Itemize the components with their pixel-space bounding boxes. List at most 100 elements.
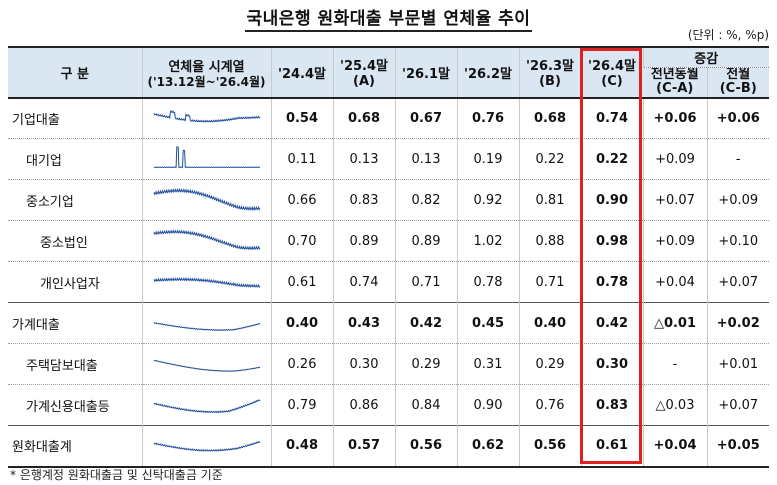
cell-v5: 0.56	[518, 425, 581, 468]
cell-v6: 0.83	[580, 384, 643, 426]
cell-v4: 0.78	[456, 261, 519, 303]
cell-v4: 1.02	[456, 220, 519, 262]
cell-v3: 0.29	[394, 343, 457, 385]
cell-v5: 0.71	[518, 261, 581, 303]
cell-v1: 0.54	[270, 97, 333, 139]
sparkline-path	[153, 440, 260, 452]
cell-v2: 0.30	[332, 343, 395, 385]
footnote: * 은행계정 원화대출금 및 신탁대출금 기준	[10, 468, 223, 482]
sparkline-mortgage	[153, 359, 260, 372]
sparkline-path	[153, 110, 260, 123]
sparkline-cell	[141, 220, 271, 262]
cell-v2: 0.13	[332, 138, 395, 180]
cell-d1: △0.03	[642, 384, 707, 426]
cell-d1: △0.01	[642, 302, 707, 344]
sparkline-cell	[141, 302, 271, 344]
cell-d2: +0.07	[706, 384, 770, 426]
cell-v5: 0.22	[518, 138, 581, 180]
cell-v3: 0.84	[394, 384, 457, 426]
header-col4: '26.2말	[456, 46, 519, 99]
cell-v5: 0.68	[518, 97, 581, 139]
cell-v1: 0.26	[270, 343, 333, 385]
header-col3: '26.1말	[394, 46, 457, 99]
cell-d2: +0.09	[706, 179, 770, 221]
sparkline-cell	[141, 343, 271, 385]
sparkline-cell	[141, 97, 271, 139]
row-label: 대기업	[8, 138, 142, 180]
table-row: 개인사업자 0.61 0.74 0.71 0.78 0.71 0.78 +0.0…	[8, 261, 770, 303]
sparkline-large-corp	[153, 146, 260, 169]
cell-v2: 0.86	[332, 384, 395, 426]
sparkline-sme	[153, 187, 260, 211]
cell-v3: 0.56	[394, 425, 457, 468]
cell-v4: 0.45	[456, 302, 519, 344]
cell-d2: +0.06	[706, 97, 770, 139]
header-change-group: 증감	[642, 46, 770, 68]
row-label: 중소법인	[8, 220, 142, 262]
sparkline-cell	[141, 261, 271, 303]
cell-v6: 0.42	[580, 302, 643, 344]
cell-d1: -	[642, 343, 707, 385]
header-series: 연체율 시계열 ('13.12월~'26.4월)	[141, 46, 271, 99]
cell-v6: 0.61	[580, 425, 643, 468]
cell-v1: 0.66	[270, 179, 333, 221]
header-col6: '26.4말 (C)	[580, 46, 643, 99]
cell-v3: 0.82	[394, 179, 457, 221]
sparkline-cell	[141, 384, 271, 426]
cell-d1: +0.09	[642, 220, 707, 262]
delinquency-table: 구 분 연체율 시계열 ('13.12월~'26.4월) '24.4말 '25.…	[8, 46, 770, 468]
cell-v5: 0.40	[518, 302, 581, 344]
sparkline-sme-corp	[153, 229, 260, 251]
table-row: 기업대출 0.54 0.68 0.67 0.76 0.68 0.74 +0.06…	[8, 97, 770, 139]
sparkline-household	[153, 322, 260, 331]
cell-v6: 0.22	[580, 138, 643, 180]
cell-v1: 0.48	[270, 425, 333, 468]
cell-d2: +0.02	[706, 302, 770, 344]
cell-d1: +0.04	[642, 261, 707, 303]
cell-v6: 0.30	[580, 343, 643, 385]
table-row: 중소법인 0.70 0.89 0.89 1.02 0.88 0.98 +0.09…	[8, 220, 770, 262]
cell-v3: 0.71	[394, 261, 457, 303]
cell-v1: 0.79	[270, 384, 333, 426]
row-label: 중소기업	[8, 179, 142, 221]
cell-v4: 0.92	[456, 179, 519, 221]
sparkline-cell	[141, 179, 271, 221]
cell-v1: 0.70	[270, 220, 333, 262]
sparkline-cell	[141, 138, 271, 180]
sparkline-path	[153, 229, 260, 251]
sparkline-path	[153, 277, 260, 288]
cell-v3: 0.13	[394, 138, 457, 180]
cell-v6: 0.78	[580, 261, 643, 303]
table-row: 중소기업 0.66 0.83 0.82 0.92 0.81 0.90 +0.07…	[8, 179, 770, 221]
cell-v3: 0.67	[394, 97, 457, 139]
cell-d1: +0.04	[642, 425, 707, 468]
cell-d2: +0.01	[706, 343, 770, 385]
cell-v5: 0.76	[518, 384, 581, 426]
header-col5: '26.3말 (B)	[518, 46, 581, 99]
cell-v2: 0.57	[332, 425, 395, 468]
sparkline-path	[153, 146, 260, 169]
cell-d1: +0.06	[642, 97, 707, 139]
cell-v2: 0.83	[332, 179, 395, 221]
row-label: 기업대출	[8, 97, 142, 139]
header-col1: '24.4말	[270, 46, 333, 99]
row-label: 가계대출	[8, 302, 142, 344]
cell-v5: 0.29	[518, 343, 581, 385]
cell-d2: -	[706, 138, 770, 180]
header-category: 구 분	[8, 46, 142, 99]
cell-v3: 0.42	[394, 302, 457, 344]
table-row: 가계대출 0.40 0.43 0.42 0.45 0.40 0.42 △0.01…	[8, 302, 770, 344]
cell-v6: 0.98	[580, 220, 643, 262]
unit-label: (단위 : %, %p)	[687, 28, 769, 42]
sparkline-path	[153, 399, 260, 414]
sparkline-corporate	[153, 110, 260, 123]
cell-v6: 0.74	[580, 97, 643, 139]
cell-v4: 0.76	[456, 97, 519, 139]
header-change-mom: 전월 (C-B)	[706, 67, 770, 99]
sparkline-path	[153, 322, 260, 331]
sparkline-sole-proprietor	[153, 277, 260, 288]
row-label: 원화대출계	[8, 425, 142, 468]
table-row: 가계신용대출등 0.79 0.86 0.84 0.90 0.76 0.83 △0…	[8, 384, 770, 426]
sparkline-path	[153, 359, 260, 372]
cell-d1: +0.09	[642, 138, 707, 180]
